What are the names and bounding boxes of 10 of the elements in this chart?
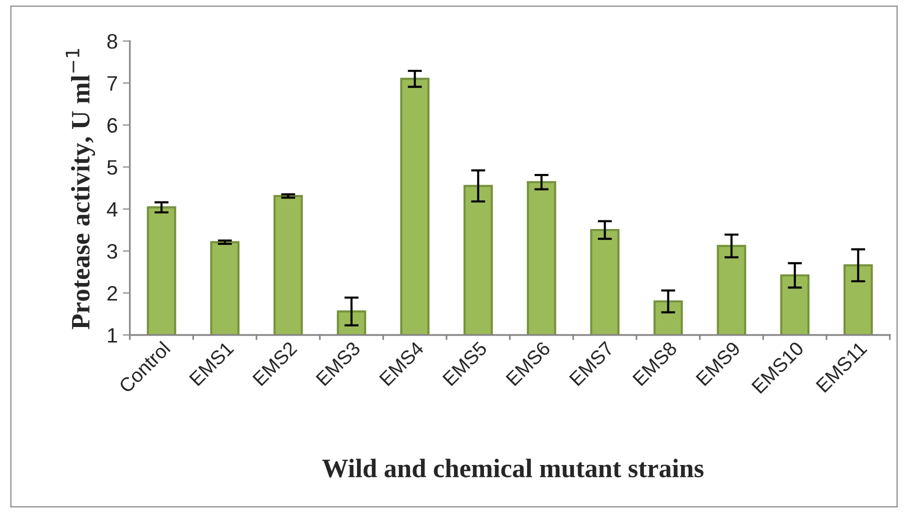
x-axis-title: Wild and chemical mutant strains: [322, 458, 704, 478]
y-tick-label: 7: [108, 76, 117, 91]
y-tick-label: 4: [106, 202, 118, 217]
y-tick-label: 8: [107, 34, 118, 49]
y-axis-title: Protease activity, U ml$^{−1}$: [66, 48, 96, 330]
y-tick-label: 6: [108, 118, 118, 133]
y-tick-label: 1: [108, 328, 118, 343]
y-tick-label: 5: [107, 160, 118, 175]
y-tick-label: 3: [107, 244, 118, 259]
y-tick-label: 2: [108, 286, 117, 301]
